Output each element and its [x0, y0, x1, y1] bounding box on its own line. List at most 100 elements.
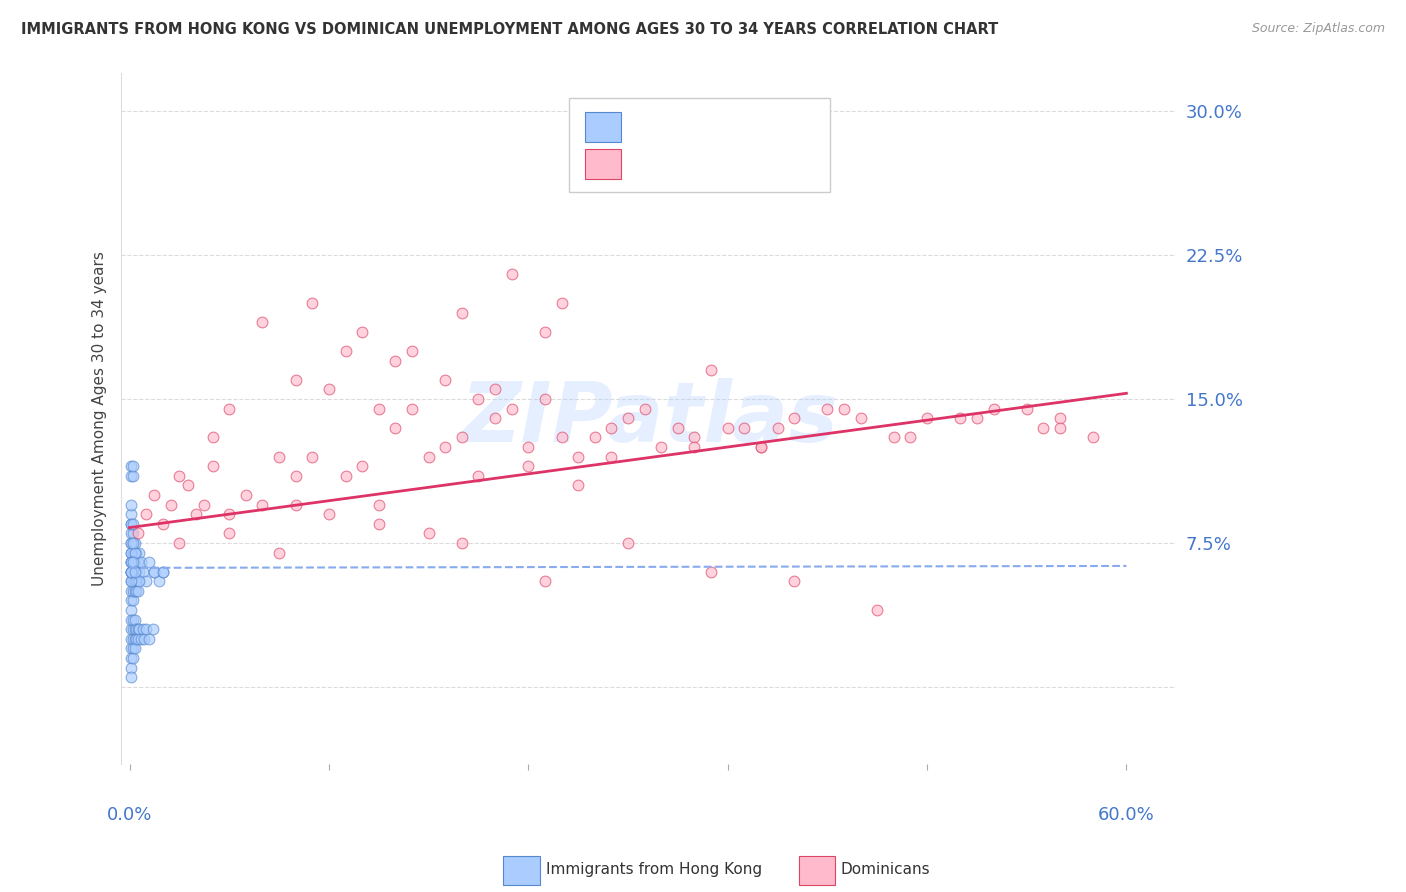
Point — [121, 641, 143, 656]
Text: ZIPatlas: ZIPatlas — [460, 377, 838, 458]
Point — [783, 574, 806, 589]
Point — [138, 555, 160, 569]
Point — [135, 507, 157, 521]
Point — [120, 622, 142, 636]
Point — [983, 401, 1005, 416]
Point — [401, 401, 423, 416]
Point — [152, 516, 174, 531]
Point — [125, 622, 148, 636]
Point — [517, 440, 540, 454]
Point — [501, 401, 523, 416]
Point — [335, 344, 357, 359]
Point — [367, 516, 389, 531]
Point — [124, 622, 146, 636]
Point — [832, 401, 855, 416]
Point — [218, 507, 240, 521]
Point — [650, 440, 672, 454]
Point — [142, 622, 165, 636]
Point — [127, 574, 149, 589]
Point — [866, 603, 889, 617]
Point — [467, 468, 489, 483]
Point — [143, 488, 166, 502]
Point — [849, 411, 872, 425]
Point — [120, 526, 142, 541]
Point — [148, 574, 170, 589]
Point — [218, 526, 240, 541]
Point — [121, 468, 143, 483]
Point — [125, 583, 148, 598]
Point — [501, 268, 523, 282]
Point — [900, 430, 922, 444]
Point — [138, 632, 160, 646]
Point — [335, 468, 357, 483]
Point — [384, 353, 406, 368]
Point — [121, 516, 143, 531]
Point — [567, 478, 589, 492]
Point — [550, 430, 572, 444]
Point — [121, 613, 143, 627]
Point — [120, 565, 142, 579]
Text: 60.0%: 60.0% — [1098, 805, 1154, 823]
Point — [434, 440, 457, 454]
Text: 90: 90 — [768, 118, 790, 136]
Point — [120, 565, 142, 579]
Point — [284, 468, 307, 483]
Text: IMMIGRANTS FROM HONG KONG VS DOMINICAN UNEMPLOYMENT AMONG AGES 30 TO 34 YEARS CO: IMMIGRANTS FROM HONG KONG VS DOMINICAN U… — [21, 22, 998, 37]
Point — [617, 536, 640, 550]
Point — [124, 555, 146, 569]
Point — [124, 632, 146, 646]
Point — [318, 383, 340, 397]
Text: 0.005: 0.005 — [672, 118, 724, 136]
Point — [129, 632, 152, 646]
Point — [484, 383, 506, 397]
Y-axis label: Unemployment Among Ages 30 to 34 years: Unemployment Among Ages 30 to 34 years — [93, 251, 107, 586]
Point — [815, 401, 838, 416]
Point — [124, 641, 146, 656]
Point — [434, 373, 457, 387]
Text: 94: 94 — [768, 155, 792, 173]
Point — [127, 622, 149, 636]
Point — [124, 545, 146, 559]
Point — [125, 545, 148, 559]
Point — [120, 565, 142, 579]
Point — [120, 545, 142, 559]
Point — [121, 651, 143, 665]
Point — [783, 411, 806, 425]
Point — [121, 555, 143, 569]
Point — [120, 651, 142, 665]
Point — [883, 430, 905, 444]
Point — [966, 411, 988, 425]
Point — [121, 574, 143, 589]
Point — [127, 555, 149, 569]
Point — [1015, 401, 1038, 416]
Point — [700, 565, 723, 579]
Point — [128, 545, 150, 559]
Point — [600, 450, 623, 464]
Point — [683, 430, 706, 444]
Point — [121, 622, 143, 636]
Point — [534, 325, 557, 339]
Point — [367, 401, 389, 416]
Point — [567, 450, 589, 464]
Point — [127, 583, 149, 598]
Point — [121, 545, 143, 559]
Point — [418, 526, 440, 541]
Point — [949, 411, 972, 425]
Point — [134, 632, 156, 646]
Point — [284, 498, 307, 512]
Point — [120, 555, 142, 569]
Point — [124, 574, 146, 589]
Point — [121, 565, 143, 579]
Point — [120, 565, 142, 579]
Point — [617, 411, 640, 425]
Point — [143, 565, 166, 579]
Text: 0.0%: 0.0% — [107, 805, 152, 823]
Point — [176, 478, 198, 492]
Point — [125, 632, 148, 646]
Point — [450, 306, 472, 320]
Point — [121, 526, 143, 541]
Point — [301, 296, 323, 310]
Text: Dominicans: Dominicans — [841, 863, 931, 877]
Text: N =: N = — [717, 155, 765, 173]
Point — [1049, 421, 1071, 435]
